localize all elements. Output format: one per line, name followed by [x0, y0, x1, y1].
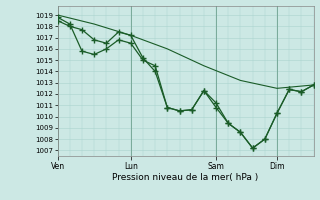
- X-axis label: Pression niveau de la mer( hPa ): Pression niveau de la mer( hPa ): [112, 173, 259, 182]
